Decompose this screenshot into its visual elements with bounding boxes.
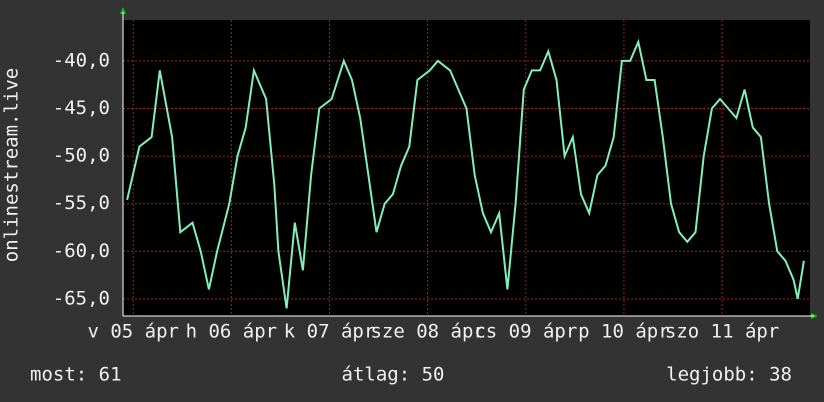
y-tick-label: -50,0 xyxy=(53,145,110,167)
y-tick-label: -60,0 xyxy=(53,240,110,262)
x-tick-label: sze 08 ápr xyxy=(370,321,484,343)
axis-arrow xyxy=(811,313,818,319)
x-tick-label: h 06 ápr xyxy=(186,321,278,343)
y-tick-label: -45,0 xyxy=(53,97,110,119)
y-tick-label: -40,0 xyxy=(53,49,110,71)
x-tick-label: v 05 ápr xyxy=(87,321,179,343)
axis-arrow xyxy=(120,7,126,14)
plot-area xyxy=(123,20,810,316)
x-tick-label: p 10 ápr xyxy=(578,321,670,343)
y-tick-label: -55,0 xyxy=(53,192,110,214)
x-tick-label: cs 09 ápr xyxy=(474,321,577,343)
y-tick-label: -65,0 xyxy=(53,287,110,309)
data-line xyxy=(126,38,805,309)
stat-text: most: 61 xyxy=(30,364,122,386)
x-tick-label: k 07 ápr xyxy=(284,321,376,343)
stat-text: átlag: 50 xyxy=(342,364,445,386)
stat-text: legjobb: 38 xyxy=(666,364,792,386)
y-axis-label: onlinestream.live xyxy=(1,68,23,262)
x-tick-label: szo 11 ápr xyxy=(665,321,779,343)
